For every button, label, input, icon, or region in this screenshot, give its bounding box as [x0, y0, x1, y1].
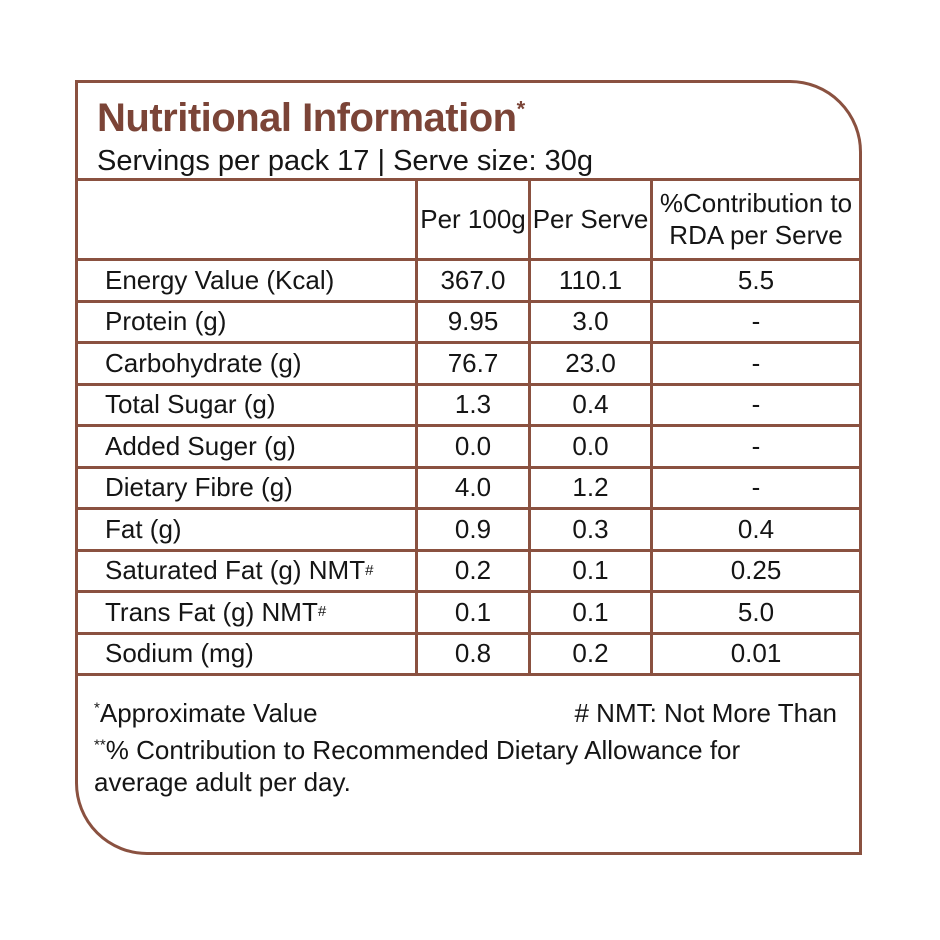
footnote-double-asterisk: ** [94, 736, 106, 754]
table-row-saturated-fat: Saturated Fat (g) NMT # 0.2 0.1 0.25 [78, 548, 859, 590]
row-label: Carbohydrate (g) [78, 344, 415, 383]
row-label-text: Sodium (mg) [105, 638, 254, 669]
value-per-serve: 23.0 [528, 344, 650, 383]
value-rda: 0.01 [650, 634, 859, 673]
value-rda: 5.5 [650, 261, 859, 300]
table-row-carbohydrate: Carbohydrate (g) 76.7 23.0 - [78, 341, 859, 383]
value-per-serve: 110.1 [528, 261, 650, 300]
table-row-sodium: Sodium (mg) 0.8 0.2 0.01 [78, 631, 859, 674]
table-row-trans-fat: Trans Fat (g) NMT # 0.1 0.1 5.0 [78, 590, 859, 632]
row-label-text: Protein (g) [105, 306, 227, 337]
row-label: Fat (g) [78, 510, 415, 549]
page-title-asterisk: * [516, 96, 526, 122]
value-per-100g: 0.1 [415, 593, 528, 632]
value-per-100g: 4.0 [415, 468, 528, 507]
page-title: Nutritional Information* [97, 96, 859, 140]
row-label: Total Sugar (g) [78, 386, 415, 425]
title-block: Nutritional Information* Servings per pa… [78, 83, 859, 178]
value-per-serve: 3.0 [528, 302, 650, 341]
row-label-text: Total Sugar (g) [105, 389, 276, 420]
value-per-serve: 0.0 [528, 427, 650, 466]
value-per-100g: 0.0 [415, 427, 528, 466]
value-rda: 0.4 [650, 510, 859, 549]
value-per-100g: 1.3 [415, 385, 528, 424]
row-label: Energy Value (Kcal) [78, 261, 415, 300]
row-label-text: Dietary Fibre (g) [105, 472, 293, 503]
value-per-serve: 0.2 [528, 634, 650, 673]
value-per-100g: 9.95 [415, 302, 528, 341]
table-header-row: Per 100g Per Serve %Contribution to RDA … [78, 178, 859, 258]
header-per-serve: Per Serve [528, 181, 650, 258]
header-rda-contribution: %Contribution to RDA per Serve [650, 181, 859, 258]
footnote-asterisk: * [94, 699, 100, 717]
value-rda: - [650, 302, 859, 341]
servings-info: Servings per pack 17 | Serve size: 30g [97, 145, 593, 177]
row-label: Sodium (mg) [78, 635, 415, 674]
value-per-serve: 0.3 [528, 510, 650, 549]
row-label-text: Trans Fat (g) NMT [105, 596, 318, 627]
header-per-100g: Per 100g [415, 181, 528, 258]
row-label-text: Added Suger (g) [105, 430, 296, 461]
table-row-total-sugar: Total Sugar (g) 1.3 0.4 - [78, 382, 859, 425]
footnote-line-1: *Approximate Value # NMT: Not More Than [94, 698, 837, 729]
footnote-rda-text: % Contribution to Recommended Dietary Al… [94, 735, 741, 797]
row-label: Protein (g) [78, 303, 415, 342]
value-per-serve: 0.1 [528, 593, 650, 632]
value-per-100g: 367.0 [415, 261, 528, 300]
footnote-approximate-value: *Approximate Value [94, 698, 318, 729]
value-rda: - [650, 344, 859, 383]
value-rda: - [650, 385, 859, 424]
value-per-serve: 0.4 [528, 385, 650, 424]
nutrition-panel: Nutritional Information* Servings per pa… [75, 80, 862, 855]
table-row-fat: Fat (g) 0.9 0.3 0.4 [78, 507, 859, 549]
row-label-text: Saturated Fat (g) NMT [105, 555, 366, 586]
table-row-energy: Energy Value (Kcal) 367.0 110.1 5.5 [78, 258, 859, 300]
table-row-added-sugar: Added Suger (g) 0.0 0.0 - [78, 424, 859, 466]
table-row-dietary-fibre: Dietary Fibre (g) 4.0 1.2 - [78, 465, 859, 508]
table-row-protein: Protein (g) 9.95 3.0 - [78, 299, 859, 342]
row-label: Trans Fat (g) NMT # [105, 596, 327, 627]
footnote-rda: **% Contribution to Recommended Dietary … [94, 735, 814, 798]
value-per-serve: 1.2 [528, 468, 650, 507]
value-per-100g: 0.8 [415, 634, 528, 673]
value-rda: - [650, 427, 859, 466]
value-per-100g: 0.2 [415, 551, 528, 590]
footnote-approximate-text: Approximate Value [99, 698, 318, 728]
value-per-100g: 76.7 [415, 344, 528, 383]
row-label: Dietary Fibre (g) [78, 469, 415, 508]
value-rda: - [650, 468, 859, 507]
header-blank-cell [78, 181, 415, 258]
value-rda: 0.25 [650, 551, 859, 590]
value-rda: 5.0 [650, 593, 859, 632]
value-per-serve: 0.1 [528, 551, 650, 590]
row-label: Added Suger (g) [78, 427, 415, 466]
row-label-text: Energy Value (Kcal) [105, 264, 335, 295]
footnotes-section: *Approximate Value # NMT: Not More Than … [78, 673, 859, 798]
row-label-text: Carbohydrate (g) [105, 347, 302, 378]
footnote-nmt: # NMT: Not More Than [574, 698, 837, 728]
value-per-100g: 0.9 [415, 510, 528, 549]
row-label: Saturated Fat (g) NMT # [105, 555, 374, 586]
page-title-text: Nutritional Information [97, 96, 517, 140]
row-label-text: Fat (g) [105, 513, 182, 544]
